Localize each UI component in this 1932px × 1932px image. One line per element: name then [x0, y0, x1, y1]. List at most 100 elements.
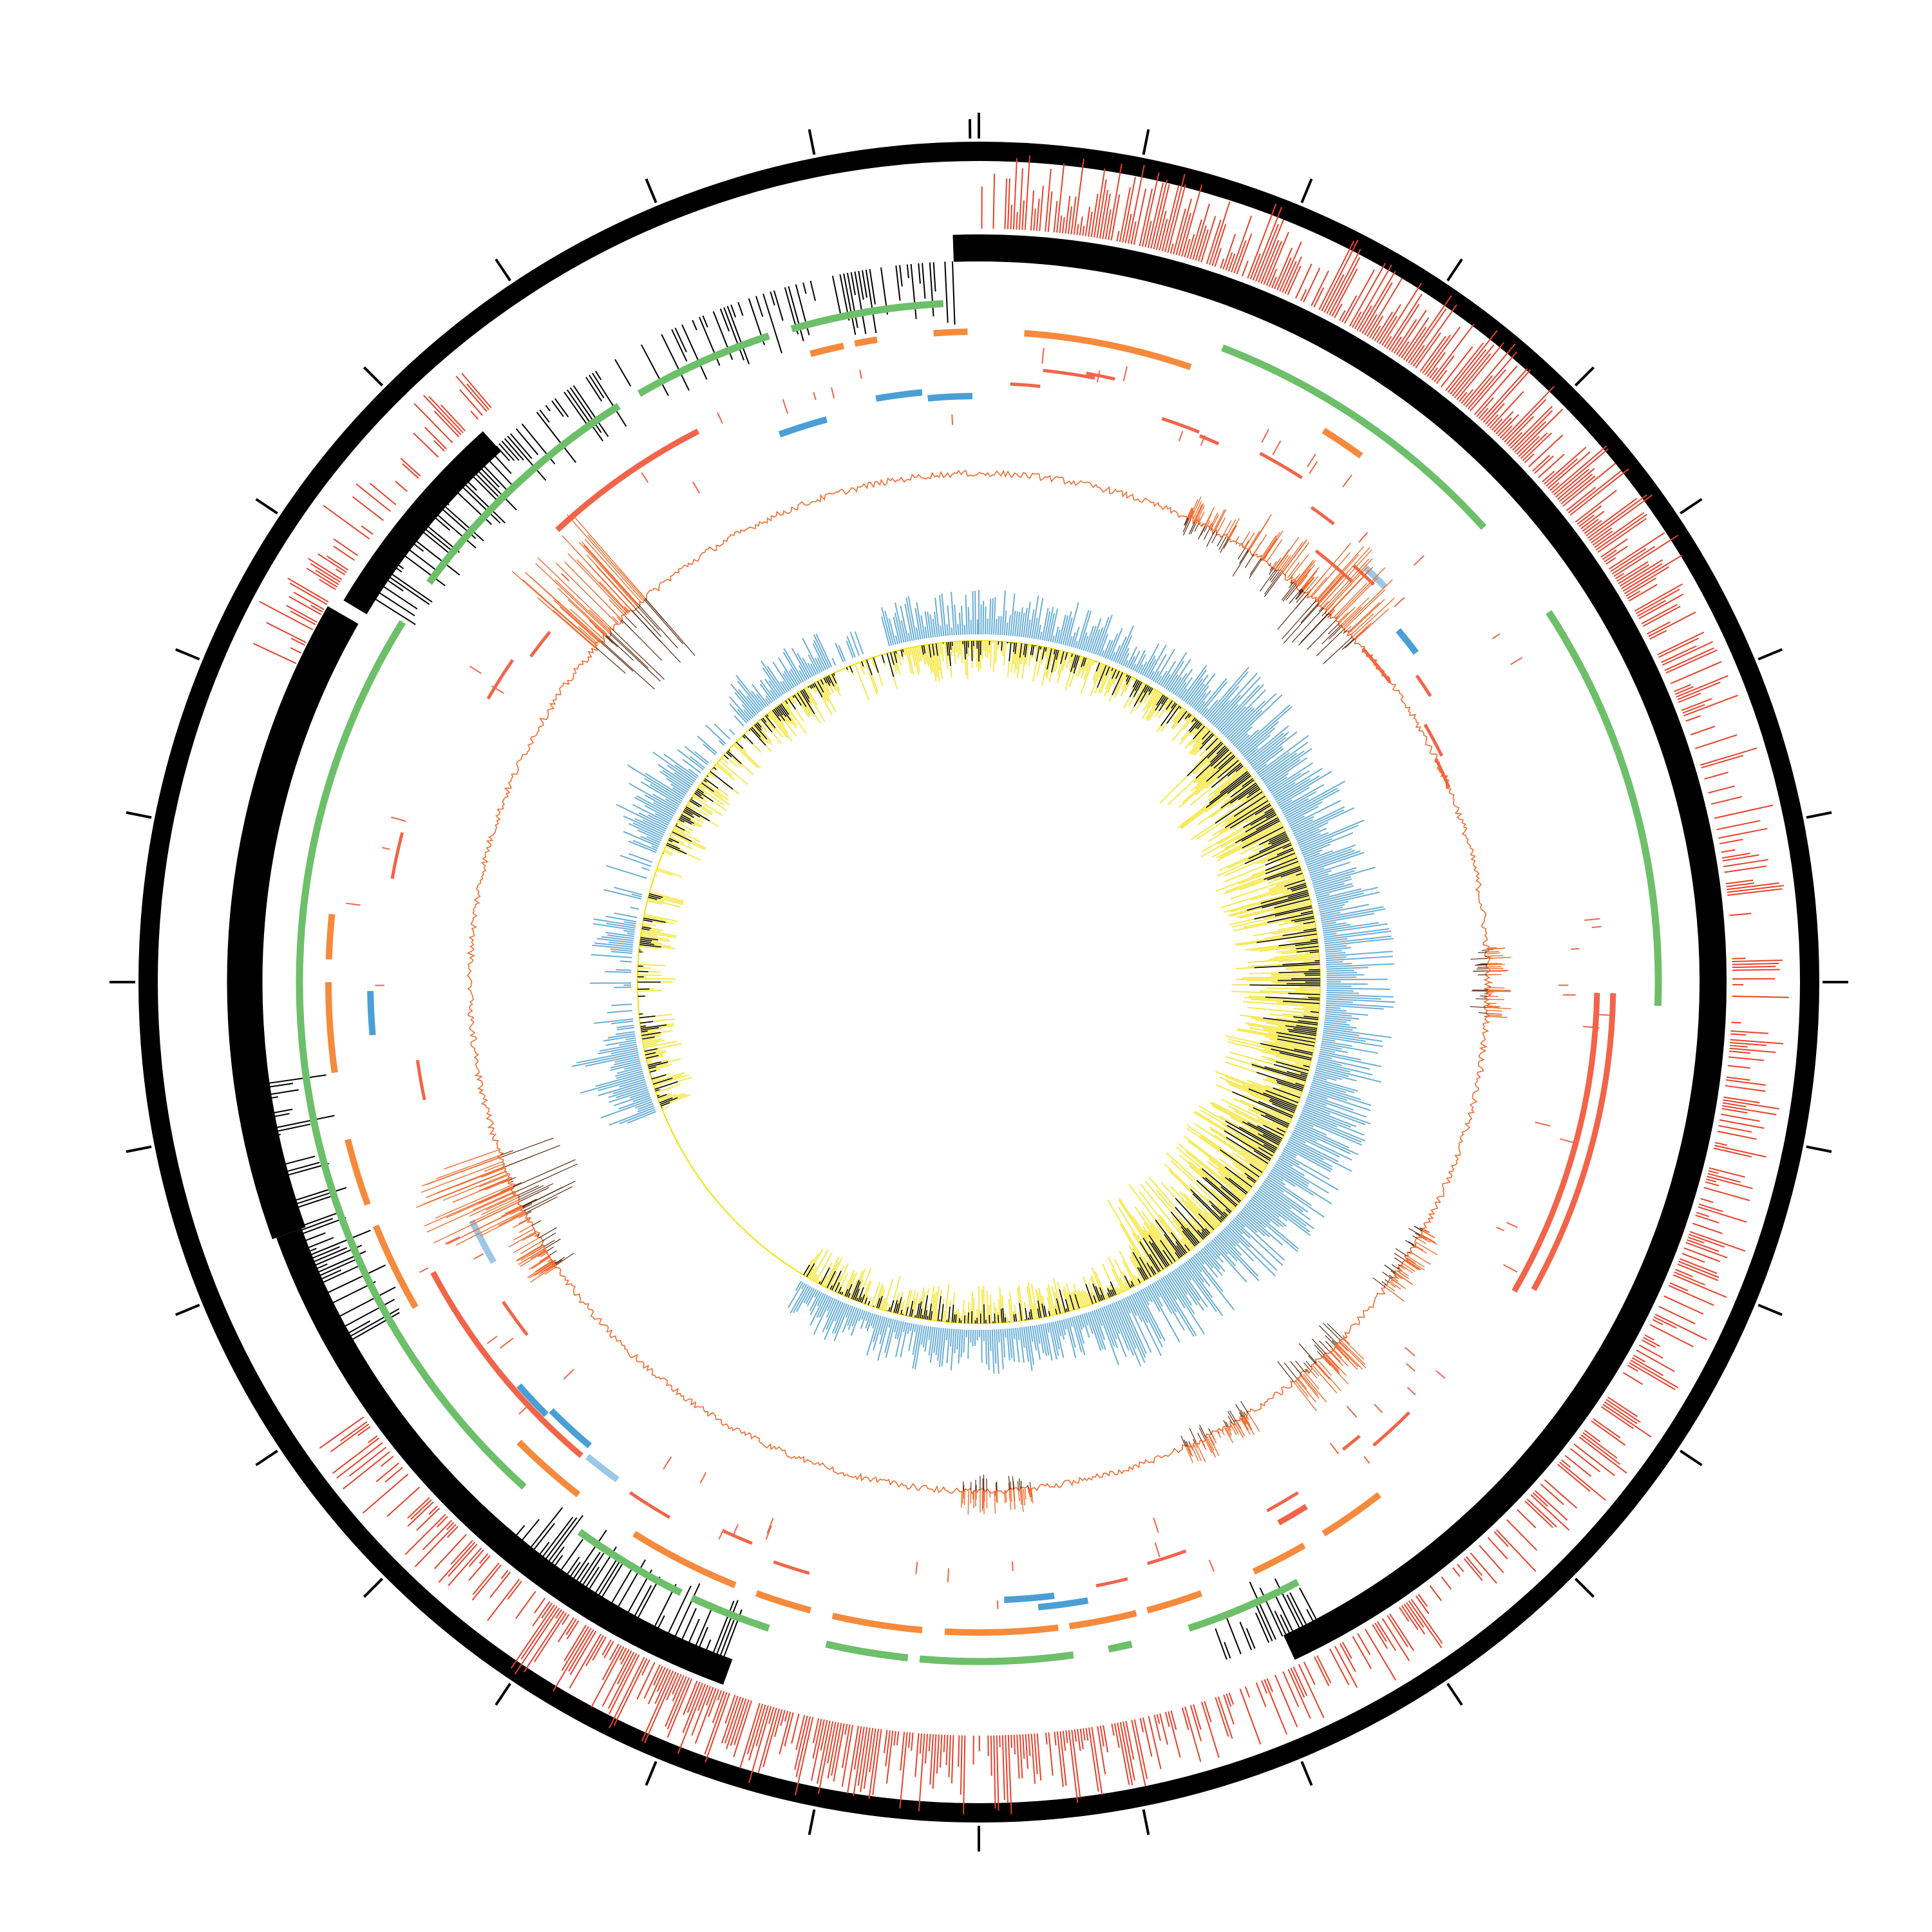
- coding-band-tick: [681, 1607, 697, 1640]
- green-arcs-track: [296, 299, 1662, 1665]
- feature-spike: [939, 1734, 943, 1768]
- line-plot-peak: [578, 626, 599, 645]
- line-plot-peak: [1329, 608, 1335, 614]
- feature-spike: [1506, 415, 1535, 445]
- blue-histogram-bar: [615, 1068, 643, 1077]
- coding-band-tick: [539, 1542, 550, 1555]
- line-plot-peak: [1211, 1434, 1217, 1444]
- feature-spike: [266, 621, 307, 643]
- feature-spike: [1584, 1430, 1601, 1443]
- blue-histogram-bar: [1309, 1090, 1371, 1112]
- blue-histogram-bar: [1279, 1155, 1339, 1191]
- line-plot-peak: [1311, 552, 1350, 598]
- ideogram-tick: [1142, 129, 1150, 155]
- yellow-histogram-bar: [1215, 859, 1298, 892]
- blue-histogram-bar: [1261, 1184, 1311, 1220]
- line-plot-peak: [1334, 614, 1340, 620]
- yellow-histogram-bar: [1034, 645, 1039, 659]
- coding-band-tick: [554, 1555, 564, 1566]
- feature-spike: [1030, 190, 1035, 231]
- yellow-histogram-bar: [656, 869, 674, 876]
- feature-spike: [1084, 207, 1091, 236]
- blue-histogram-bar: [623, 930, 635, 933]
- yellow-histogram-bar: [1227, 761, 1240, 773]
- coding-band-tick: [501, 440, 520, 461]
- blue-histogram-bar: [1267, 773, 1289, 788]
- line-plot-peak: [1394, 1253, 1405, 1261]
- yellow-histogram-bar: [752, 725, 770, 744]
- feature-spike: [307, 558, 343, 580]
- line-plot-peak: [1402, 1263, 1416, 1272]
- coding-band-tick: [846, 272, 858, 328]
- yellow-histogram-bar: [1186, 1128, 1259, 1179]
- blue-histogram-bar: [1213, 694, 1241, 726]
- line-plot-peak: [554, 1256, 565, 1264]
- yellow-histogram-bar: [1115, 670, 1120, 679]
- blue-histogram-bar: [1314, 1071, 1342, 1081]
- feature-spike: [958, 1735, 960, 1767]
- feature-spike: [1435, 370, 1448, 384]
- blue-histogram-bar: [751, 690, 766, 709]
- scattered-mark: [773, 1560, 810, 1575]
- yellow-histogram-bar: [1177, 711, 1188, 723]
- feature-spike: [1719, 1119, 1765, 1129]
- yellow-histogram-bar: [644, 914, 678, 922]
- blue-histogram-bar: [1326, 963, 1394, 968]
- yellow-histogram-bar: [1265, 852, 1296, 866]
- blue-histogram-bar: [1054, 626, 1059, 643]
- blue-histogram-bar: [1070, 632, 1076, 647]
- feature-spike: [384, 1466, 403, 1483]
- feature-spike: [841, 1724, 851, 1768]
- feature-spike: [992, 173, 996, 229]
- feature-spike: [1359, 270, 1396, 332]
- blue-histogram-bar: [810, 663, 817, 676]
- yellow-histogram-bar: [655, 1089, 660, 1092]
- blue-histogram-bar: [1128, 1295, 1143, 1322]
- blue-histogram-bar: [1014, 1327, 1020, 1363]
- line-plot-peak: [1204, 507, 1215, 527]
- blue-histogram-bar: [1311, 1083, 1361, 1101]
- yellow-histogram-bar: [1221, 1099, 1287, 1132]
- blue-histogram-bar: [987, 618, 989, 635]
- yellow-histogram-bar: [1240, 1099, 1291, 1124]
- feature-spike: [1303, 267, 1321, 303]
- feature-spike: [919, 1733, 923, 1754]
- blue-histogram-bar: [1318, 1057, 1370, 1070]
- yellow-histogram-bar: [1193, 724, 1204, 736]
- yellow-histogram-bar: [1270, 851, 1295, 862]
- ideogram-tick: [126, 811, 152, 819]
- feature-spike: [1344, 269, 1376, 324]
- yellow-histogram-bar: [1267, 877, 1305, 891]
- line-plot-peak: [1394, 1275, 1399, 1280]
- feature-spike: [1587, 494, 1647, 539]
- feature-spike: [1636, 589, 1680, 614]
- blue-histogram-bar: [941, 593, 947, 636]
- yellow-histogram-bar: [638, 978, 676, 980]
- yellow-histogram-bar: [788, 698, 797, 710]
- line-plot-peak: [1010, 1490, 1012, 1502]
- line-plot-peak: [1295, 589, 1303, 600]
- blue-histogram-bar: [628, 822, 663, 840]
- blue-histogram-bar: [1324, 1021, 1350, 1026]
- coding-band-tick: [598, 1560, 621, 1596]
- line-plot-peak: [1240, 1417, 1249, 1430]
- yellow-histogram-bar: [1287, 936, 1318, 942]
- coding-band-tick: [408, 539, 424, 552]
- blue-histogram-bar: [610, 1060, 641, 1069]
- yellow-histogram-bar: [1227, 775, 1251, 794]
- yellow-histogram-bar: [1249, 1163, 1263, 1173]
- ideogram-ticks: [109, 113, 1848, 1852]
- yellow-histogram-bar: [1256, 933, 1317, 943]
- yellow-histogram-bar: [925, 1310, 928, 1320]
- line-plot-peak: [516, 1185, 540, 1197]
- blue-histogram-bar: [1323, 933, 1337, 936]
- coding-band-tick: [495, 446, 510, 462]
- blue-histogram-track: [571, 589, 1396, 1374]
- yellow-histogram-bar: [667, 840, 679, 848]
- yellow-histogram-bar: [668, 838, 679, 844]
- line-plot-peak: [1300, 612, 1329, 643]
- blue-histogram-bar: [1315, 1069, 1357, 1082]
- coding-band-tick: [865, 269, 877, 334]
- feature-spike: [1591, 1420, 1626, 1446]
- line-plot-peak: [1247, 530, 1260, 551]
